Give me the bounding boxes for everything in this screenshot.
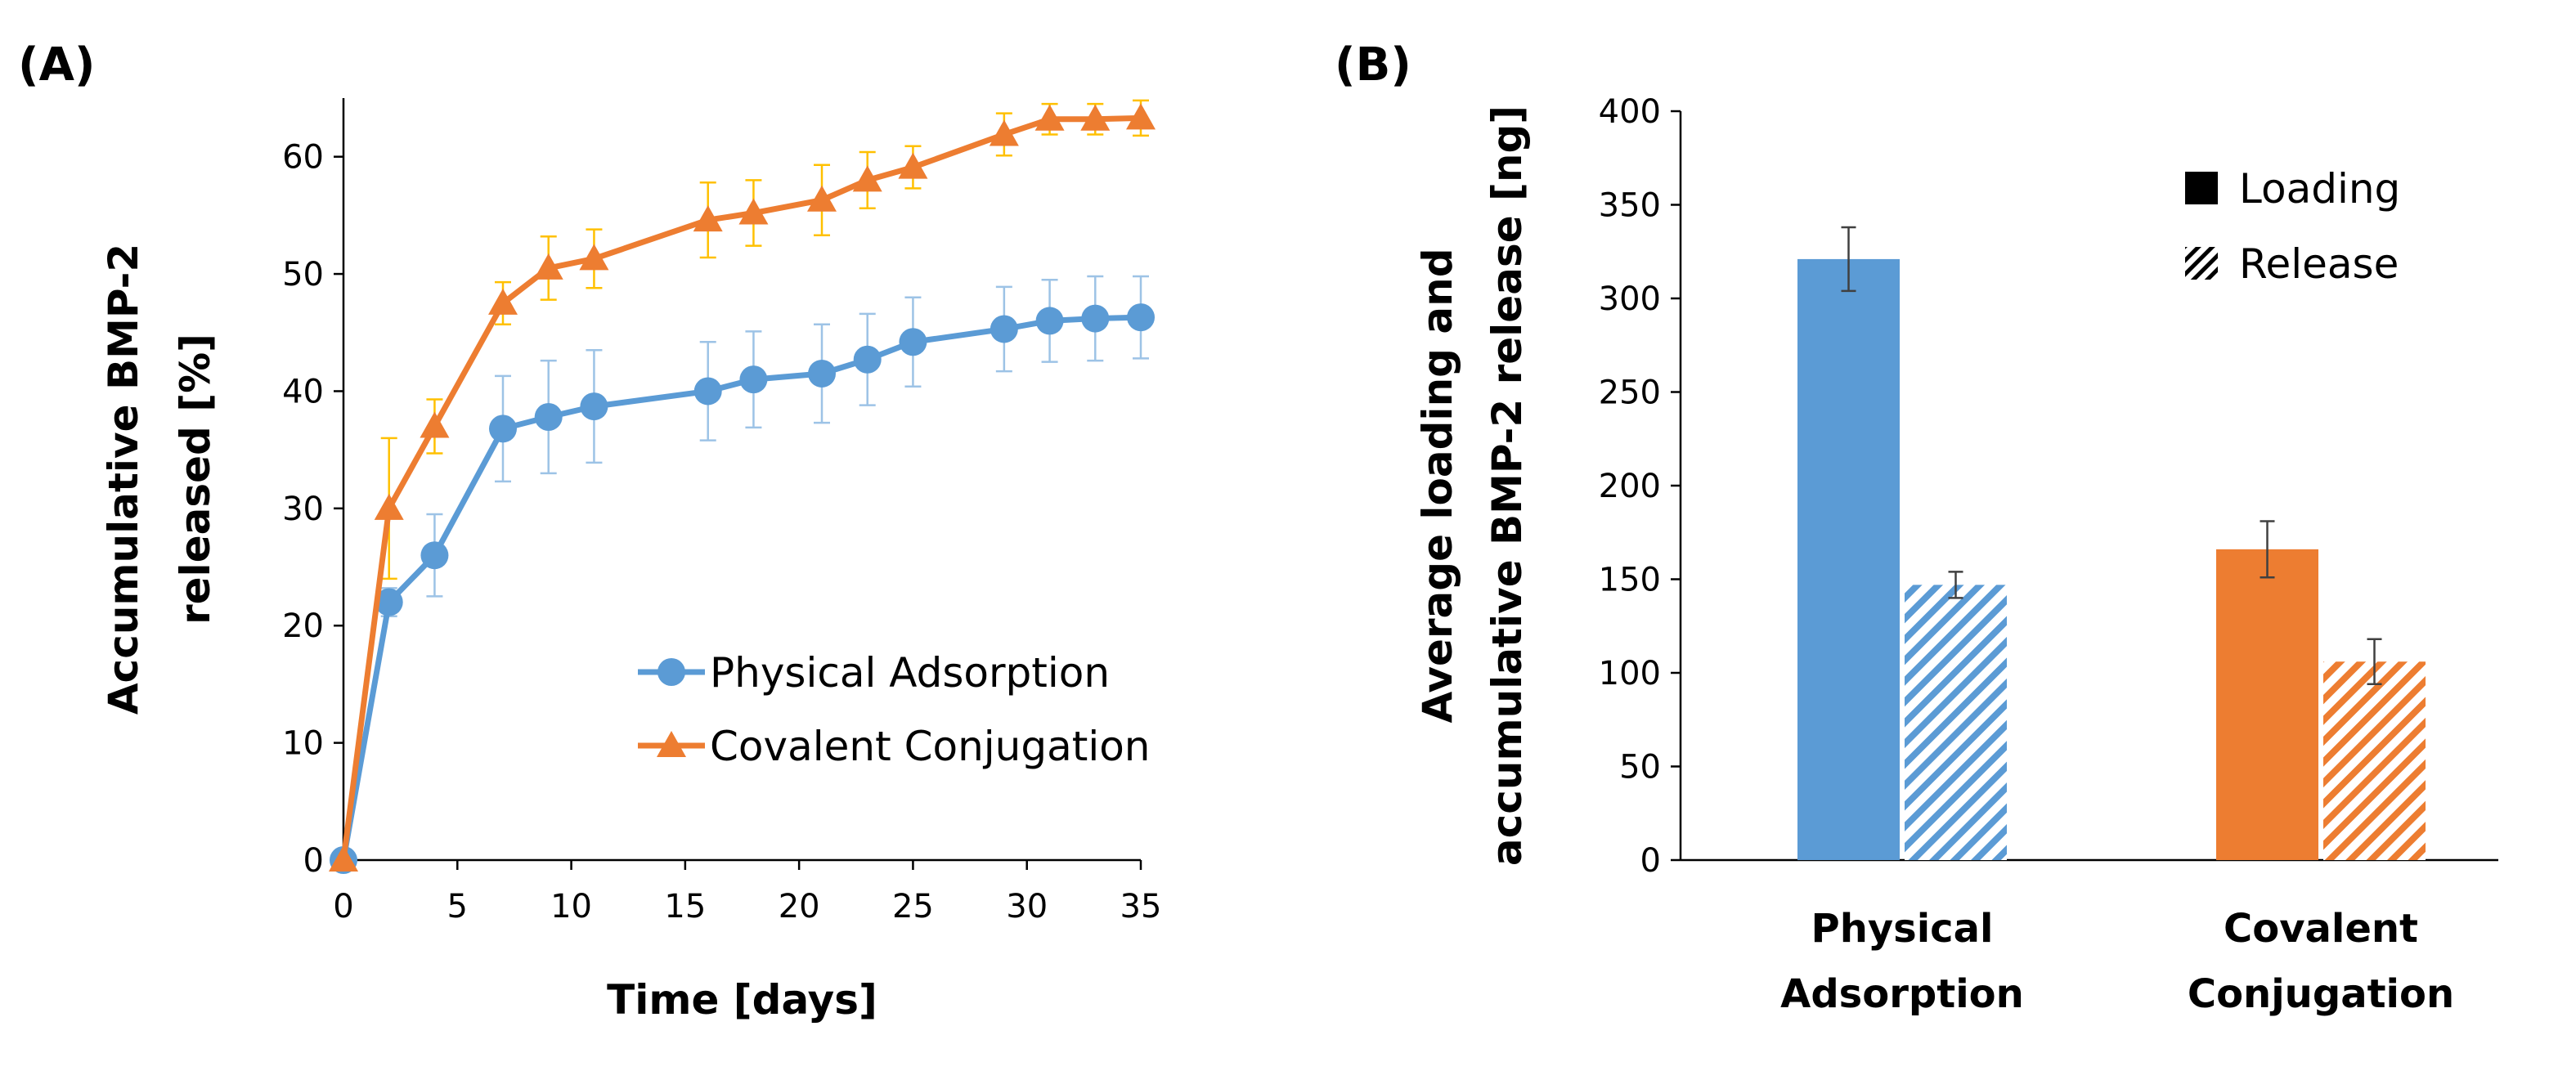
panel-a-data-point-circle [580, 392, 608, 421]
panel-b-bars [1797, 258, 2426, 860]
panel-a-data-point-circle [739, 365, 768, 394]
panel-a-y-title-line-1: Accumulative BMP-2 [100, 244, 147, 715]
panel-a-data-point-circle [1035, 307, 1064, 335]
panel-a-x-tick-label: 10 [550, 888, 592, 925]
panel-b-category-label-line-1: Physical [1811, 906, 1994, 952]
panel-a-data-point-circle [420, 541, 449, 570]
panel-a-y-tick-label: 50 [282, 256, 324, 294]
panel-a-data-point-triangle [693, 205, 723, 232]
panel-a-y-tick-label: 0 [303, 842, 324, 880]
panel-a-data-point-triangle [807, 185, 837, 212]
panel-b-bar-chart: (B) Average loading and accumulative BMP-… [1335, 38, 2498, 1017]
panel-a-data-point-circle [1081, 304, 1110, 333]
panel-b-y-tick-label: 200 [1599, 468, 1661, 505]
panel-b-legend-label: Release [2239, 240, 2399, 288]
panel-b-bar-loading [1797, 258, 1900, 860]
panel-a-y-tick-label: 20 [282, 607, 324, 645]
panel-b-y-title-line-1: Average loading and [1414, 248, 1461, 723]
panel-a-x-tick-label: 35 [1120, 888, 1162, 925]
panel-a-data-point-triangle [420, 411, 450, 438]
panel-a-x-tick-label: 0 [333, 888, 353, 925]
panel-a-data-point-triangle [579, 244, 609, 271]
panel-a-series-line [340, 314, 1142, 861]
panel-a-legend-marker-triangle [657, 731, 686, 757]
panel-b-y-axis-title: Average loading and accumulative BMP-2 re… [1414, 105, 1531, 866]
panel-b-bar-loading [2216, 549, 2318, 860]
panel-a-data-point-triangle [1126, 103, 1156, 130]
panel-b-y-tick-label: 50 [1619, 749, 1661, 786]
panel-a-x-axis-title: Time [days] [607, 976, 877, 1024]
panel-a-series [329, 103, 1156, 874]
panel-a-y-tick-label: 60 [282, 139, 324, 177]
panel-a-line-chart: (A) Accumulative BMP-2 released [%] Time … [18, 38, 1161, 1024]
panel-b-legend-swatch-release [2185, 247, 2218, 280]
panel-b-y-tick-label: 100 [1599, 655, 1661, 692]
panel-a-data-point-circle [990, 315, 1018, 343]
panel-b-y-tick-label: 250 [1599, 374, 1661, 412]
panel-a-data-point-triangle [898, 152, 928, 179]
panel-b-category-label-line-1: Covalent [2224, 906, 2418, 952]
panel-a-legend-label: Covalent Conjugation [710, 723, 1151, 770]
panel-a-data-point-circle [375, 588, 403, 616]
panel-b-error-bars [1841, 226, 2382, 685]
panel-a-data-point-triangle [852, 165, 882, 192]
panel-a-data-point-circle [693, 377, 722, 406]
panel-b-bar-release [1905, 585, 2007, 860]
panel-a-data-point-triangle [738, 198, 769, 225]
panel-a-x-tick-label: 20 [779, 888, 820, 925]
panel-a-x-tick-label: 5 [447, 888, 468, 925]
panel-b-category-label-line-2: Conjugation [2188, 971, 2454, 1017]
panel-b-bar-release [2323, 661, 2426, 860]
panel-a-data-point-triangle [329, 845, 358, 872]
panel-b-legend-label: Loading [2239, 165, 2400, 213]
panel-a-legend: Physical Adsorption Covalent Conjugation [638, 649, 1151, 770]
panel-a-legend-label: Physical Adsorption [710, 649, 1110, 697]
panel-a-data-point-circle [808, 359, 836, 388]
panel-a-x-tick-label: 15 [664, 888, 706, 925]
panel-b-y-tick-label: 400 [1599, 93, 1661, 131]
panel-b-category-label-line-2: Adsorption [1780, 971, 2024, 1017]
panel-a-data-point-circle [489, 415, 517, 443]
panel-a-data-point-circle [899, 328, 927, 356]
panel-a-axes: 0 10 20 30 40 50 60 0 5 10 15 20 25 30 35 [282, 98, 1161, 925]
panel-a-data-point-circle [1127, 303, 1155, 332]
panel-a-data-point-triangle [1080, 104, 1111, 131]
panel-a-y-tick-label: 10 [282, 725, 324, 763]
panel-b-label: (B) [1335, 38, 1411, 92]
panel-a-label: (A) [18, 38, 96, 92]
panel-a-data-point-triangle [488, 288, 518, 315]
panel-a-y-tick-label: 40 [282, 373, 324, 410]
panel-b-legend: Loading Release [2185, 165, 2400, 288]
panel-b-y-tick-label: 0 [1640, 842, 1661, 880]
panel-a-data-point-triangle [374, 493, 404, 520]
panel-a-data-point-triangle [989, 119, 1019, 146]
panel-a-y-axis-title: Accumulative BMP-2 released [%] [100, 244, 219, 715]
panel-a-error-bars [380, 99, 1149, 618]
panel-a-data-point-circle [853, 345, 882, 374]
panel-a-data-point-triangle [533, 253, 563, 280]
panel-a-data-point-circle [534, 403, 563, 432]
panel-a-y-title-line-2: released [%] [172, 334, 219, 625]
panel-b-category-labels: Physical Adsorption Covalent Conjugation [1780, 906, 2454, 1017]
panel-a-x-tick-label: 30 [1006, 888, 1048, 925]
panel-b-legend-swatch-loading [2185, 172, 2218, 204]
panel-a-data-point-triangle [1034, 104, 1065, 131]
panel-b-y-tick-label: 150 [1599, 562, 1661, 599]
panel-a-legend-marker-circle [657, 658, 685, 686]
panel-a-x-tick-label: 25 [892, 888, 934, 925]
panel-b-y-title-line-2: accumulative BMP-2 release [ng] [1483, 105, 1531, 866]
panel-a-y-tick-label: 30 [282, 491, 324, 528]
panel-b-y-tick-label: 300 [1599, 280, 1661, 318]
panel-b-y-tick-label: 350 [1599, 187, 1661, 225]
